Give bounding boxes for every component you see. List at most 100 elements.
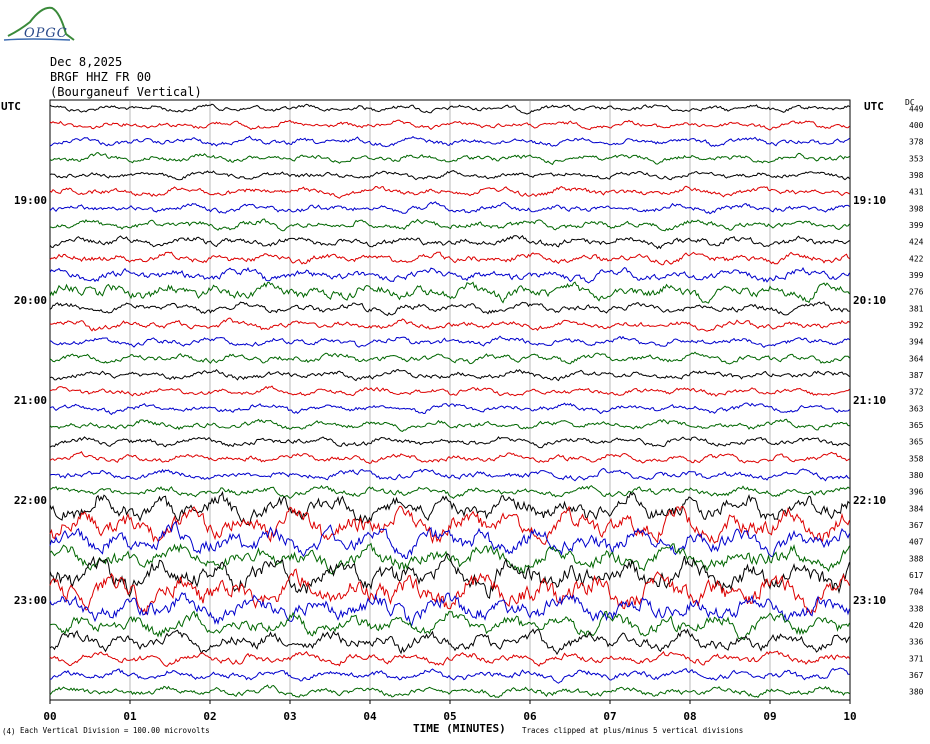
- dc-offset-label: 358: [909, 454, 924, 463]
- left-time-label: 21:00: [14, 394, 47, 407]
- trace-line: [49, 119, 850, 131]
- dc-offset-label: 424: [909, 238, 924, 247]
- dc-offset-label: 431: [909, 188, 924, 197]
- dc-offset-label: 617: [909, 571, 924, 580]
- dc-offset-label: 371: [909, 654, 924, 663]
- trace-line: [49, 281, 850, 304]
- dc-offset-label: 276: [909, 288, 924, 297]
- dc-offset-label: 367: [909, 521, 924, 530]
- trace-line: [49, 170, 850, 181]
- trace-line: [49, 436, 850, 449]
- dc-offset-label: 380: [909, 471, 924, 480]
- trace-line: [49, 542, 850, 575]
- trace-line: [49, 628, 850, 656]
- trace-line: [49, 251, 850, 266]
- x-tick-label: 05: [443, 710, 456, 723]
- opgc-logo: [3, 6, 75, 41]
- clip-note: Traces clipped at plus/minus 5 vertical …: [522, 726, 744, 735]
- right-time-label: 19:10: [853, 194, 886, 207]
- dc-offset-label: 394: [909, 338, 924, 347]
- left-time-label: 22:00: [14, 494, 47, 507]
- dc-offset-label: 365: [909, 438, 924, 447]
- trace-line: [49, 520, 850, 560]
- trace-line: [49, 684, 850, 698]
- dc-offset-label: 388: [909, 554, 924, 563]
- utc-label-left: UTC: [1, 100, 21, 113]
- trace-line: [49, 351, 850, 365]
- dc-label: DC: [905, 98, 915, 107]
- dc-offset-label: 353: [909, 154, 924, 163]
- trace-line: [49, 301, 850, 317]
- dc-offset-label: 398: [909, 204, 924, 213]
- logo-curve-2: [3, 38, 71, 41]
- x-tick-label: 04: [363, 710, 377, 723]
- trace-line: [49, 235, 850, 250]
- x-tick-label: 01: [123, 710, 137, 723]
- trace-line: [49, 185, 850, 199]
- dc-offset-label: 399: [909, 271, 924, 280]
- dc-offset-label: 422: [909, 254, 924, 263]
- x-tick-label: 03: [283, 710, 296, 723]
- x-tick-label: 02: [203, 710, 216, 723]
- right-time-label: 20:10: [853, 294, 886, 307]
- left-time-label: 23:00: [14, 594, 47, 607]
- trace-line: [49, 568, 850, 616]
- x-tick-label: 00: [43, 710, 56, 723]
- trace-line: [49, 335, 850, 348]
- x-axis-title: TIME (MINUTES): [413, 722, 506, 735]
- dc-offset-label: 384: [909, 504, 924, 513]
- dc-offset-label: 387: [909, 371, 924, 380]
- trace-line: [49, 490, 850, 526]
- trace-line: [49, 266, 850, 284]
- trace-line: [49, 485, 850, 500]
- x-tick-label: 09: [763, 710, 776, 723]
- dc-offset-label: 420: [909, 621, 924, 630]
- utc-label-right: UTC: [864, 100, 884, 113]
- trace-line: [49, 505, 850, 546]
- scale-note: Each Vertical Division = 100.00 microvol…: [20, 726, 210, 735]
- dc-offset-label: 365: [909, 421, 924, 430]
- footer-mark: (4): [2, 727, 16, 736]
- trace-line: [49, 402, 850, 416]
- dc-offset-label: 380: [909, 688, 924, 697]
- dc-offset-label: 396: [909, 488, 924, 497]
- station-location: (Bourganeuf Vertical): [50, 85, 202, 99]
- logo-curve: [7, 6, 75, 41]
- dc-offset-label: 372: [909, 388, 924, 397]
- dc-offset-label: 364: [909, 354, 924, 363]
- dc-offset-label: 336: [909, 638, 924, 647]
- trace-line: [49, 451, 850, 464]
- trace-line: [49, 368, 850, 382]
- right-time-label: 21:10: [853, 394, 886, 407]
- trace-line: [49, 667, 850, 684]
- dc-offset-label: 338: [909, 604, 924, 613]
- dc-offset-label: 449: [909, 104, 924, 113]
- logo-text: OPGC: [24, 26, 68, 41]
- dc-offset-label: 400: [909, 121, 924, 130]
- trace-line: [49, 135, 850, 148]
- dc-offset-label: 398: [909, 171, 924, 180]
- dc-offset-label: 392: [909, 321, 924, 330]
- trace-line: [49, 418, 850, 432]
- dc-offset-label: 378: [909, 138, 924, 147]
- trace-line: [49, 151, 850, 166]
- trace-line: [49, 467, 850, 482]
- trace-line: [49, 591, 850, 628]
- trace-line: [49, 610, 850, 641]
- dc-offset-label: 399: [909, 221, 924, 230]
- dc-offset-label: 381: [909, 304, 924, 313]
- right-time-label: 22:10: [853, 494, 886, 507]
- trace-line: [49, 317, 850, 332]
- dc-offset-label: 367: [909, 671, 924, 680]
- left-time-label: 20:00: [14, 294, 47, 307]
- x-tick-label: 06: [523, 710, 537, 723]
- dc-offset-label: 363: [909, 404, 924, 413]
- trace-line: [49, 553, 850, 600]
- dc-offset-label: 407: [909, 538, 924, 547]
- dc-offset-label: 704: [909, 588, 924, 597]
- trace-line: [49, 201, 850, 215]
- trace-line: [49, 103, 850, 115]
- trace-line: [49, 385, 850, 397]
- chart-date: Dec 8,2025: [50, 55, 123, 69]
